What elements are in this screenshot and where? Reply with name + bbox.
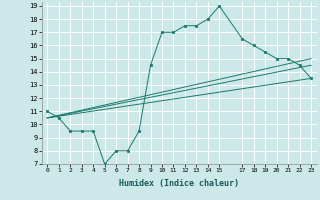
X-axis label: Humidex (Indice chaleur): Humidex (Indice chaleur)	[119, 179, 239, 188]
